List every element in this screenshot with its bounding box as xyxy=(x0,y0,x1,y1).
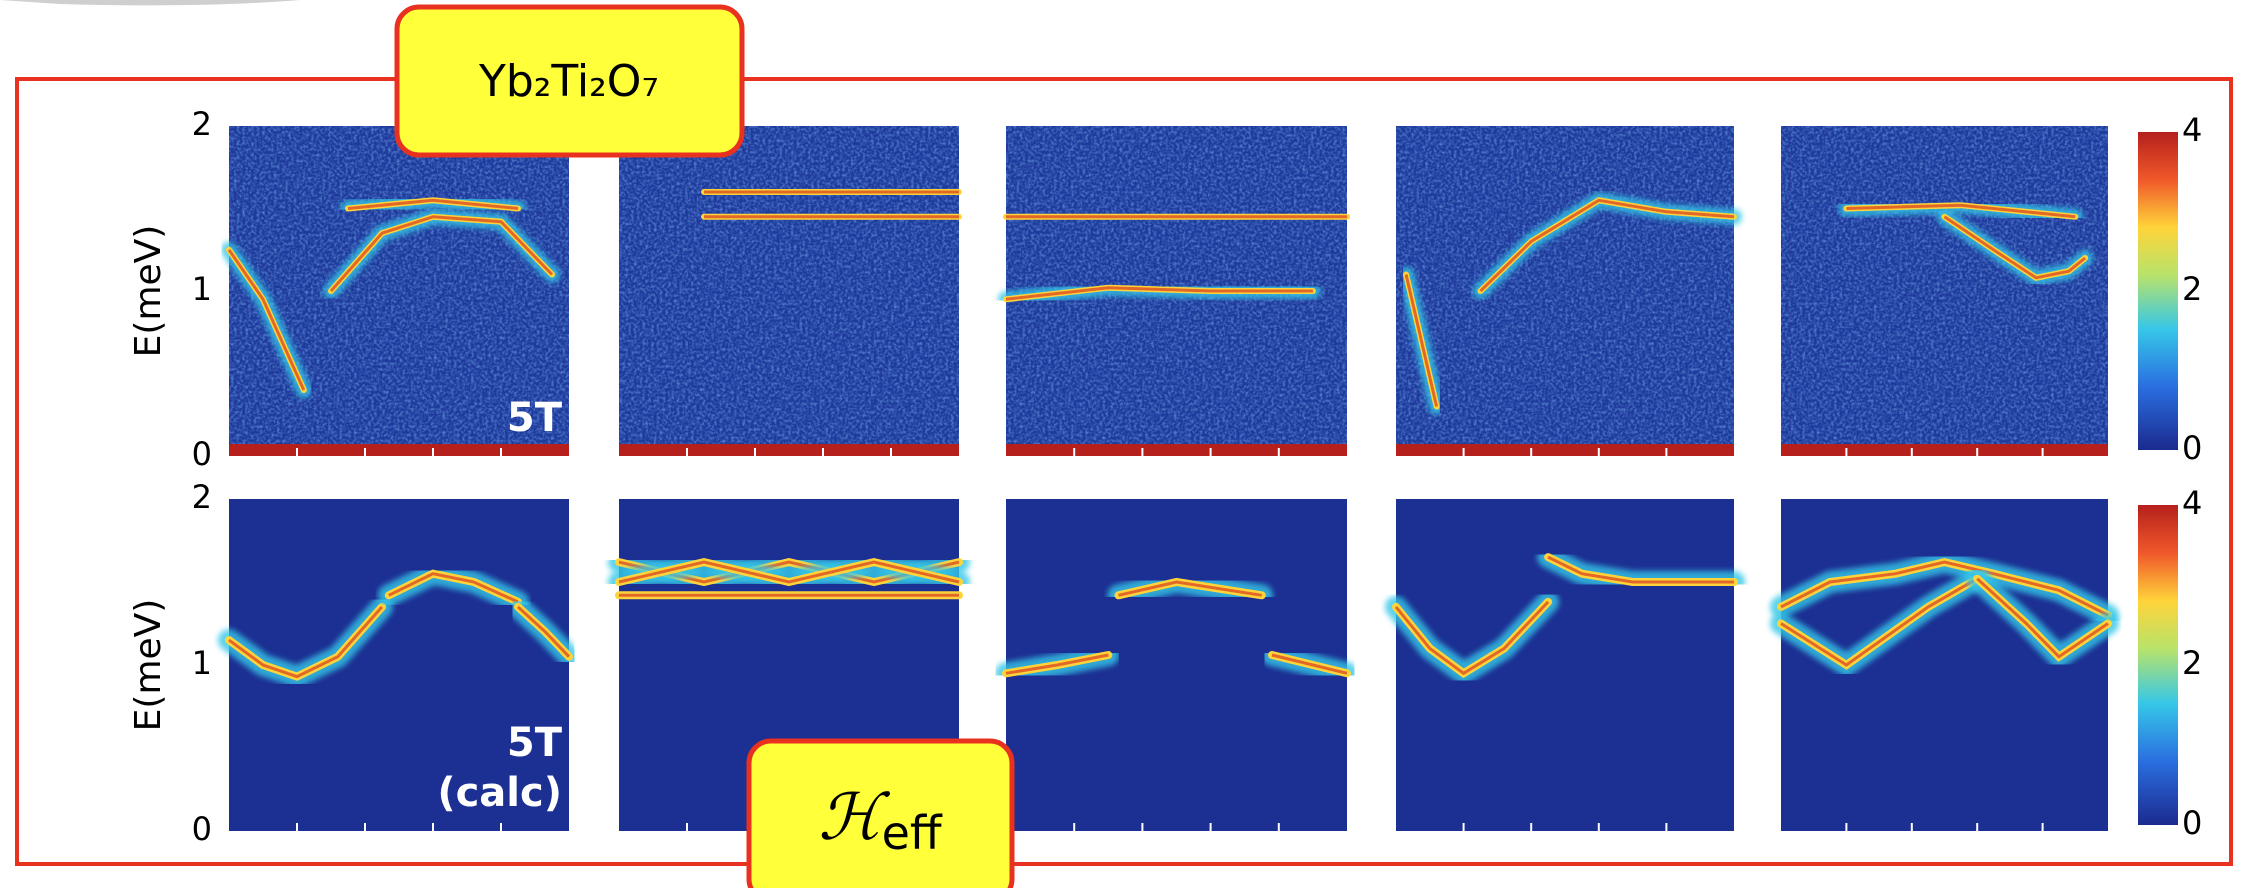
y-tick-label: 1 xyxy=(192,270,212,308)
colorbar-tick-label: 4 xyxy=(2182,111,2202,149)
model-tag: ℋeff xyxy=(749,741,1012,888)
y-tick-label: 2 xyxy=(192,478,212,516)
spectrum-panel xyxy=(1006,126,1347,456)
elastic-line xyxy=(1006,444,1347,456)
noise xyxy=(619,126,959,456)
noise xyxy=(1781,126,2108,456)
colorbar-tick-label: 0 xyxy=(2182,804,2202,842)
spectrum-panel xyxy=(619,126,959,456)
material-tag: Yb₂Ti₂O₇ xyxy=(397,7,742,155)
axis-label: E(meV) xyxy=(128,225,169,358)
elastic-line xyxy=(229,444,569,456)
axis-label: E(meV) xyxy=(128,599,169,732)
colorbar-tick-label: 4 xyxy=(2182,484,2202,522)
y-tick-label: 0 xyxy=(192,810,212,848)
panel-row: E(meV) 0 1 2 5T(calc) 0 2 4 xyxy=(128,478,2202,848)
colorbar-tick-label: 2 xyxy=(2182,270,2202,308)
y-tick-label: 0 xyxy=(192,435,212,473)
spectrum-panel xyxy=(1396,126,1734,456)
colorbar xyxy=(2138,505,2178,825)
colorbar xyxy=(2138,132,2178,450)
panel-label: 5T xyxy=(507,395,563,441)
panel-label: (calc) xyxy=(437,770,562,816)
figure-slide: E(meV)0125T024E(meV)0125T(calc)024 Yb₂Ti… xyxy=(0,0,2247,888)
colorbar-tick-label: 0 xyxy=(2182,429,2202,467)
elastic-line xyxy=(1781,444,2108,456)
y-tick-label: 2 xyxy=(192,105,212,143)
elastic-line xyxy=(619,444,959,456)
panel-row: E(meV) 0 1 2 5T 0 2 4 xyxy=(128,105,2202,473)
model-symbol: ℋ xyxy=(818,781,890,855)
spectrum-panel xyxy=(1781,126,2108,456)
spectrum-panel xyxy=(1006,499,1347,831)
spectrum-panel xyxy=(1396,499,1734,831)
decoration xyxy=(0,0,300,5)
colorbar-tick-label: 2 xyxy=(2182,644,2202,682)
panel-label: 5T xyxy=(507,720,563,766)
model-subscript: eff xyxy=(882,806,943,860)
elastic-line xyxy=(1396,444,1734,456)
y-tick-label: 1 xyxy=(192,644,212,682)
spectrum-panel xyxy=(1781,499,2108,831)
material-label: Yb₂Ti₂O₇ xyxy=(478,56,659,107)
noise xyxy=(1396,126,1734,456)
